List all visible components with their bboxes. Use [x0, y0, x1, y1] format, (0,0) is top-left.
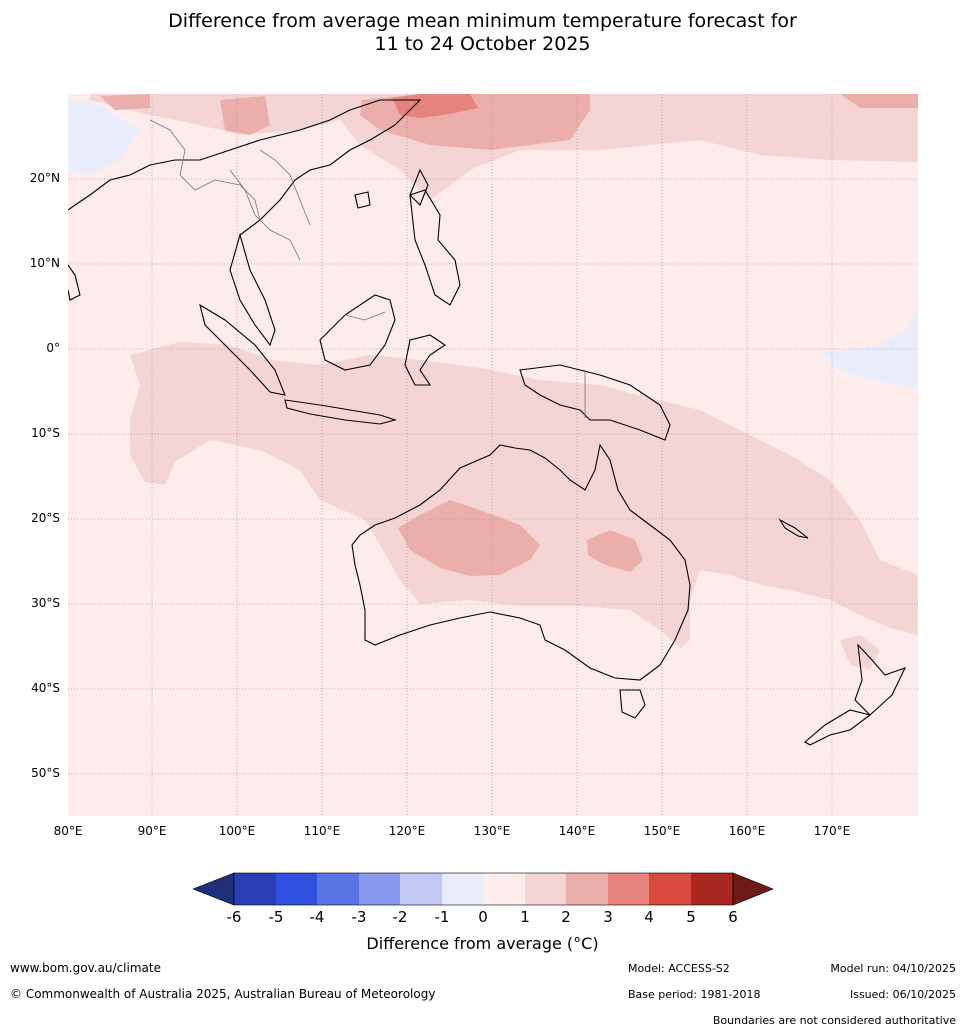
colorbar-tick-4: 4: [644, 908, 654, 926]
coast-sri-lanka-india: [68, 264, 81, 301]
lon-label-100e: 100°E: [218, 824, 256, 838]
coast-hainan: [354, 191, 371, 209]
coast-borneo: [319, 294, 396, 371]
coast-philippines: [409, 189, 461, 306]
website-link[interactable]: www.bom.gov.au/climate: [10, 961, 161, 975]
lat-label-20n: 20°N: [29, 171, 60, 185]
coast-sulawesi: [404, 334, 446, 386]
title-line-1: Difference from average mean minimum tem…: [168, 10, 797, 32]
coast-sumatra: [199, 303, 286, 396]
band-1-2-australia: [130, 342, 918, 648]
colorbar-tick-m4: -4: [309, 908, 325, 926]
coast-new-caledonia: [778, 518, 809, 539]
colorbar-tick-6: 6: [728, 908, 738, 926]
colorbar-bin-3-4: [608, 873, 649, 905]
colorbar-bin-m6-m5: [234, 873, 276, 905]
band-2-3-east-australia: [587, 530, 643, 572]
band-2-3-myanmar: [220, 96, 270, 135]
coastlines: [68, 99, 907, 746]
colorbar-tick-5: 5: [686, 908, 696, 926]
colorbar-tick-2: 2: [561, 908, 571, 926]
boundaries-disclaimer: Boundaries are not considered authoritat…: [712, 1014, 956, 1027]
copyright-text: © Commonwealth of Australia 2025, Austra…: [10, 987, 436, 1001]
band-2-3-north-pacific: [840, 94, 918, 108]
colorbar-bin-0-1: [483, 873, 525, 905]
colorbar-bin-m4-m3: [317, 873, 359, 905]
lon-label-80e: 80°E: [53, 824, 83, 838]
lat-label-0: 0°: [46, 341, 60, 355]
band-2-3-central-australia: [398, 500, 540, 576]
issued-date: Issued: 06/10/2025: [849, 988, 956, 1001]
colorbar-extend-high: [732, 872, 774, 906]
lon-label-120e: 120°E: [388, 824, 426, 838]
colorbar-bin-4-5: [649, 873, 691, 905]
colorbar-outline: [233, 872, 734, 906]
lat-label-10n: 10°N: [29, 256, 60, 270]
coast-java: [284, 399, 397, 425]
map-gridlines: [68, 94, 918, 816]
lon-label-110e: 110°E: [303, 824, 341, 838]
colorbar-tick-m1: -1: [434, 908, 450, 926]
coast-new-zealand-south: [804, 709, 872, 746]
lon-label-90e: 90°E: [137, 824, 167, 838]
colorbar-bin-m1-0: [442, 873, 483, 905]
band-1-2-new-zealand: [840, 635, 880, 670]
lat-label-50s: 50°S: [31, 766, 60, 780]
colorbar-tick-1: 1: [520, 908, 530, 926]
colorbar-tick-m5: -5: [268, 908, 284, 926]
model-name: Model: ACCESS-S2: [628, 962, 730, 975]
lat-label-30s: 30°S: [31, 596, 60, 610]
colorbar-bin-m5-m4: [276, 873, 317, 905]
band-2-3-india-north: [100, 94, 150, 110]
coast-australia: [351, 443, 691, 681]
lat-label-10s: 10°S: [31, 426, 60, 440]
lon-label-150e: 150°E: [643, 824, 681, 838]
country-borders: [149, 119, 586, 418]
lon-label-170e: 170°E: [813, 824, 851, 838]
coast-taiwan: [409, 168, 429, 206]
cool-patch-india: [68, 100, 140, 175]
colorbar-title: Difference from average (°C): [366, 934, 599, 953]
colorbar-bin-5-6: [691, 873, 733, 905]
title-line-2: 11 to 24 October 2025: [374, 33, 591, 55]
colorbar-bin-m2-m1: [400, 873, 442, 905]
lon-label-140e: 140°E: [558, 824, 596, 838]
coast-new-zealand-north: [854, 643, 907, 716]
colorbar-tick-0: 0: [478, 908, 488, 926]
colorbar-tick-m6: -6: [226, 908, 242, 926]
coast-tasmania: [619, 689, 646, 719]
colorbar-tick-m2: -2: [392, 908, 408, 926]
colorbar-tick-m3: -3: [351, 908, 367, 926]
lon-label-130e: 130°E: [473, 824, 511, 838]
lon-label-160e: 160°E: [728, 824, 766, 838]
colorbar-tick-3: 3: [603, 908, 613, 926]
colorbar: [192, 872, 774, 906]
lat-label-20s: 20°S: [31, 511, 60, 525]
map-title: Difference from average mean minimum tem…: [0, 10, 965, 56]
model-run-date: Model run: 04/10/2025: [830, 962, 956, 975]
base-period: Base period: 1981-2018: [628, 988, 761, 1001]
colorbar-bin-2-3: [566, 873, 608, 905]
colorbar-bin-m3-m2: [359, 873, 400, 905]
colorbar-bin-1-2: [525, 873, 566, 905]
coast-indochina: [68, 99, 422, 236]
colorbar-extend-low: [192, 872, 235, 906]
lat-label-40s: 40°S: [31, 681, 60, 695]
map-plot-area: [68, 94, 918, 816]
coast-new-guinea: [519, 364, 671, 441]
coast-malay-peninsula: [229, 232, 276, 347]
